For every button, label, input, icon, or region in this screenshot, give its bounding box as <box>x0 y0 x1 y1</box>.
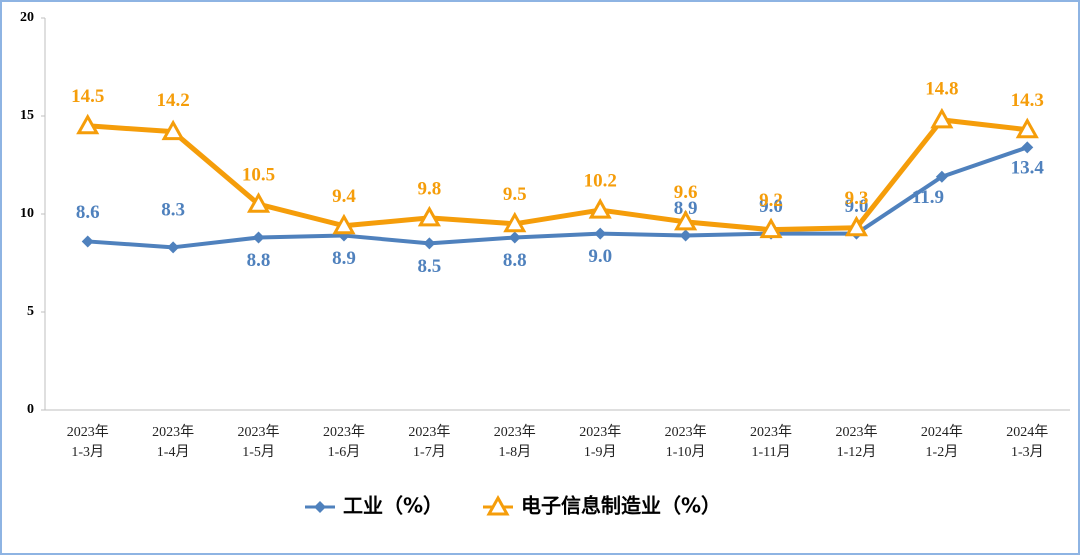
x-tick-label: 2023年 <box>750 424 792 440</box>
data-label: 9.0 <box>759 196 783 217</box>
x-tick-label: 2023年 <box>665 424 707 440</box>
point-marker <box>503 211 527 233</box>
y-tick-label: 15 <box>20 108 34 123</box>
data-label: 8.8 <box>247 250 271 271</box>
x-tick-label: 1-8月 <box>498 444 531 460</box>
x-tick-label: 2023年 <box>238 424 280 440</box>
point-marker <box>161 119 185 141</box>
legend-label: 工业（%） <box>343 494 443 518</box>
data-label: 9.4 <box>332 186 356 207</box>
data-label: 14.2 <box>157 90 190 111</box>
data-label: 8.5 <box>418 256 442 277</box>
point-marker <box>930 107 954 129</box>
data-label: 8.3 <box>161 200 185 221</box>
data-label: 9.6 <box>674 182 698 203</box>
x-tick-label: 1-9月 <box>584 444 617 460</box>
y-tick-label: 20 <box>20 10 34 25</box>
x-tick-label: 1-4月 <box>157 444 190 460</box>
point-marker <box>417 205 441 227</box>
data-label: 13.4 <box>1011 158 1045 179</box>
y-tick-label: 10 <box>20 206 34 221</box>
point-marker <box>332 213 356 235</box>
x-tick-label: 1-6月 <box>328 444 361 460</box>
data-label: 9.5 <box>503 184 527 205</box>
point-marker <box>246 192 271 213</box>
data-label: 9.0 <box>588 246 612 267</box>
x-tick-label: 2024年 <box>1006 424 1048 440</box>
x-tick-label: 2024年 <box>921 424 963 440</box>
point-marker <box>679 229 692 242</box>
x-tick-label: 1-11月 <box>751 444 790 460</box>
data-label: 11.9 <box>912 187 944 208</box>
point-marker <box>594 227 607 240</box>
data-label: 9.0 <box>845 196 869 217</box>
series-line <box>87 117 1028 233</box>
point-marker <box>935 170 948 183</box>
data-label: 8.9 <box>674 198 698 219</box>
x-tick-label: 1-10月 <box>666 444 706 460</box>
series-line <box>87 145 1028 250</box>
data-label: 14.5 <box>71 86 104 107</box>
point-marker <box>81 235 94 248</box>
x-tick-label: 2023年 <box>323 424 365 440</box>
point-marker <box>252 231 265 244</box>
data-label: 10.5 <box>242 165 275 186</box>
legend-label: 电子信息制造业（%） <box>521 494 721 518</box>
data-label: 8.8 <box>503 250 527 271</box>
x-tick-label: 1-3月 <box>1011 444 1044 460</box>
point-marker <box>759 217 783 239</box>
point-marker <box>674 209 698 231</box>
data-label: 14.8 <box>925 78 958 99</box>
data-label: 8.6 <box>76 202 100 223</box>
data-label: 9.3 <box>845 188 869 209</box>
data-label: 10.2 <box>584 170 617 191</box>
data-label: 9.2 <box>759 190 783 211</box>
x-tick-label: 1-12月 <box>837 444 877 460</box>
y-tick-label: 0 <box>27 402 34 417</box>
x-tick-label: 2023年 <box>835 424 877 440</box>
point-marker <box>167 241 180 254</box>
point-marker <box>1021 141 1034 154</box>
x-tick-label: 2023年 <box>67 424 109 440</box>
legend-marker <box>486 494 510 516</box>
data-label: 14.3 <box>1011 90 1044 111</box>
x-tick-label: 2023年 <box>152 424 194 440</box>
x-tick-label: 2023年 <box>494 424 536 440</box>
point-marker <box>423 237 436 250</box>
point-marker <box>844 215 869 237</box>
point-marker <box>76 113 100 135</box>
x-tick-label: 1-3月 <box>71 444 104 460</box>
x-tick-label: 1-2月 <box>926 444 959 460</box>
point-marker <box>588 198 612 219</box>
point-marker <box>508 231 521 244</box>
data-label: 9.8 <box>418 178 442 199</box>
data-label: 8.9 <box>332 248 356 269</box>
point-marker <box>1015 117 1039 139</box>
x-tick-label: 2023年 <box>579 424 621 440</box>
x-tick-label: 1-5月 <box>242 444 275 460</box>
legend-marker <box>314 501 326 513</box>
x-tick-label: 2023年 <box>408 424 450 440</box>
x-tick-label: 1-7月 <box>413 444 446 460</box>
y-tick-label: 5 <box>27 304 34 319</box>
